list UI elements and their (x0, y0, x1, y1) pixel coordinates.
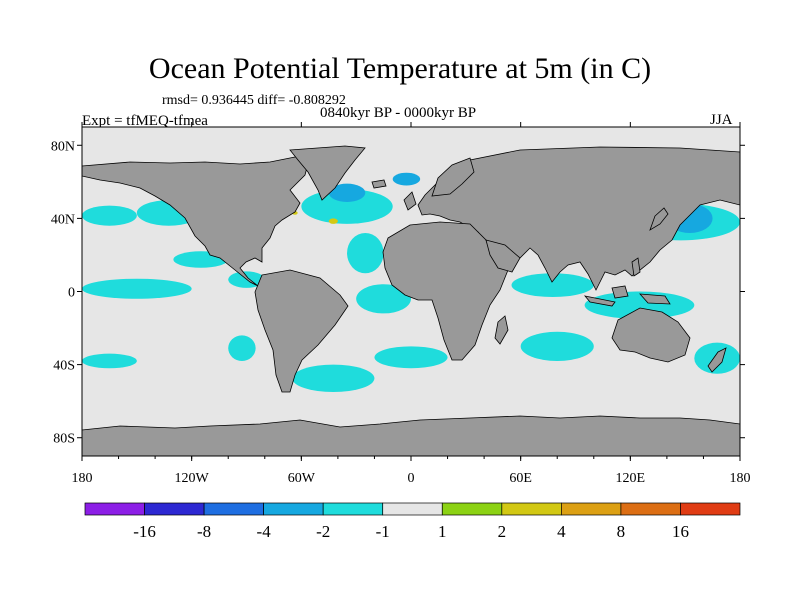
anomaly-region-3 (82, 278, 192, 299)
land-africa (382, 221, 509, 361)
land-indonesia (583, 285, 671, 307)
land-scandinavia (431, 157, 475, 197)
colorbar-label-0: -16 (133, 522, 156, 541)
season-label: JJA (710, 112, 733, 128)
x-tick-label-4: 60E (509, 471, 532, 486)
x-axis: 180 120W 60W 0 60E 120E 180 (72, 122, 751, 486)
x-tick-label-1: 120W (175, 471, 210, 486)
colorbar-label-2: -4 (257, 522, 272, 541)
colorbar-box-5 (382, 502, 443, 516)
colorbar: -16 -8 -4 -2 -1 1 2 4 8 16 (84, 502, 741, 541)
land-britain (403, 191, 417, 211)
colorbar-box-2 (203, 502, 264, 516)
colorbar-label-5: 1 (438, 522, 447, 541)
land-south-america (254, 269, 349, 393)
colorbar-box-4 (322, 502, 384, 516)
land-australia (611, 307, 691, 363)
colorbar-box-0 (84, 502, 145, 516)
colorbar-box-1 (144, 502, 205, 516)
colorbar-box-9 (620, 502, 681, 516)
experiment-label: Expt = tfMEQ-tfmea (82, 113, 208, 129)
x-tick-label-6: 180 (730, 471, 751, 486)
y-tick-label-4: 80S (53, 432, 75, 447)
anomaly-region-12 (511, 273, 594, 297)
land-madagascar (494, 315, 509, 345)
y-axis: 80N 40N 0 40S 80S (51, 139, 745, 447)
colorbar-box-7 (501, 502, 562, 516)
anomaly-region-10 (292, 364, 375, 393)
anomaly-region-11 (374, 346, 448, 369)
colorbar-box-3 (263, 502, 324, 516)
colorbar-label-9: 16 (672, 522, 689, 541)
land-north-america (82, 155, 311, 287)
stats-text: rmsd= 0.936445 diff= -0.808292 (162, 93, 346, 108)
y-tick-label-2: 0 (68, 286, 75, 301)
anomaly-region-13 (520, 331, 594, 361)
anomaly-region-21 (328, 218, 338, 224)
colorbar-box-6 (441, 502, 503, 516)
land-japan (649, 207, 669, 231)
land-philippines (631, 257, 641, 277)
colorbar-box-10 (680, 502, 741, 516)
colorbar-label-3: -2 (316, 522, 330, 541)
anomaly-region-8 (82, 353, 137, 369)
colorbar-label-8: 8 (617, 522, 626, 541)
x-tick-label-3: 0 (408, 471, 415, 486)
anomaly-region-7 (356, 284, 412, 314)
x-tick-label-2: 60W (288, 471, 316, 486)
x-tick-label-0: 180 (72, 471, 93, 486)
x-tick-label-5: 120E (616, 471, 646, 486)
land-new-zealand (707, 347, 727, 373)
anomaly-region-17 (328, 183, 366, 202)
colorbar-label-4: -1 (376, 522, 390, 541)
chart-title: Ocean Potential Temperature at 5m (in C) (148, 52, 652, 85)
period-subtitle: 0840kyr BP - 0000kyr BP (320, 105, 477, 121)
colorbar-box-8 (561, 502, 622, 516)
land-antarctica (82, 415, 740, 456)
colorbar-label-1: -8 (197, 522, 211, 541)
anomaly-region-0 (82, 205, 137, 226)
anomaly-region-6 (347, 233, 384, 274)
anomaly-region-9 (228, 335, 256, 361)
colorbar-label-6: 2 (498, 522, 507, 541)
land-layer (82, 145, 740, 456)
y-tick-label-1: 40N (51, 212, 75, 227)
y-tick-label-0: 80N (51, 139, 75, 154)
colorbar-label-7: 4 (557, 522, 566, 541)
land-iceland (371, 179, 387, 189)
land-greenland (289, 145, 366, 201)
land-arabia (485, 239, 521, 273)
anomaly-region-18 (392, 172, 421, 186)
y-tick-label-3: 40S (53, 359, 75, 374)
